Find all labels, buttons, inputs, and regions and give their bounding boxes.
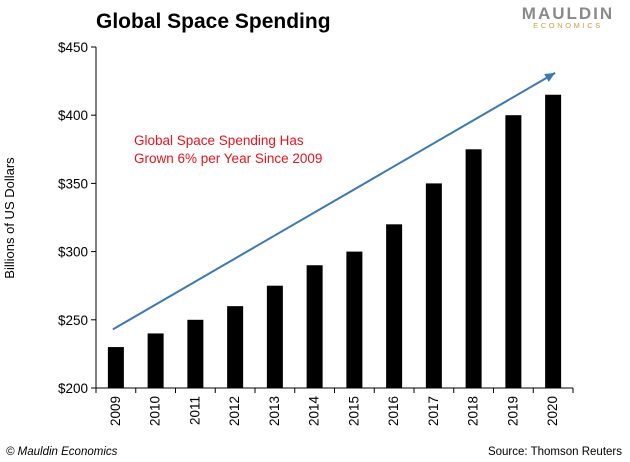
- bars: [107, 94, 562, 389]
- y-tick-label: $250: [58, 313, 88, 328]
- bar: [425, 183, 442, 388]
- x-tick-label: 2016: [386, 396, 401, 426]
- source-text: Source: Thomson Reuters: [488, 446, 622, 458]
- bar: [266, 285, 283, 388]
- axes: [95, 47, 573, 389]
- annotation-text: Global Space Spending Has Grown 6% per Ye…: [134, 133, 322, 166]
- brand-subtitle: ECONOMICS: [533, 21, 603, 30]
- bar: [505, 115, 522, 388]
- bar: [545, 94, 562, 389]
- x-tick-label: 2011: [187, 396, 202, 425]
- chart-title: Global Space Spending: [96, 10, 331, 33]
- x-tick-label: 2015: [346, 396, 361, 426]
- y-axis-label: Billions of US Dollars: [2, 157, 17, 279]
- y-axis-ticks: $200 $250 $300 $350 $400 $450: [58, 40, 96, 396]
- y-tick-label: $450: [58, 40, 88, 55]
- annotation-line: Global Space Spending Has: [134, 133, 304, 148]
- x-tick-label: 2018: [466, 396, 481, 426]
- x-tick-label: 2014: [307, 396, 322, 427]
- brand-name: MAULDIN: [522, 4, 614, 23]
- annotation-line: Grown 6% per Year Since 2009: [134, 151, 322, 166]
- y-tick-label: $350: [58, 176, 88, 191]
- x-tick-label: 2010: [148, 396, 163, 426]
- bar: [346, 251, 363, 388]
- x-tick-label: 2013: [267, 396, 282, 426]
- bar: [227, 306, 244, 388]
- x-tick-label: 2017: [426, 396, 441, 426]
- y-tick-label: $200: [58, 381, 88, 396]
- y-tick-label: $400: [58, 108, 88, 123]
- copyright-text: © Mauldin Economics: [6, 446, 118, 458]
- x-tick-label: 2012: [227, 396, 242, 426]
- x-tick-label: 2020: [545, 396, 560, 426]
- brand-logo: MAULDIN ECONOMICS: [522, 4, 614, 30]
- trend-line: [112, 72, 556, 331]
- y-tick-label: $300: [58, 245, 88, 260]
- bar: [386, 224, 403, 388]
- bar: [465, 149, 482, 388]
- trend-arrowhead: [544, 72, 556, 82]
- bar: [107, 347, 124, 388]
- x-axis-ticks: 2009 2010 2011 2012 2013 2014 2015 2016 2017 2018…: [95, 388, 574, 427]
- x-tick-label: 2009: [108, 396, 123, 426]
- bar: [187, 319, 204, 388]
- x-tick-label: 2019: [505, 396, 520, 426]
- bar: [147, 333, 164, 388]
- bar: [306, 265, 323, 388]
- trend-arrow: [112, 72, 556, 331]
